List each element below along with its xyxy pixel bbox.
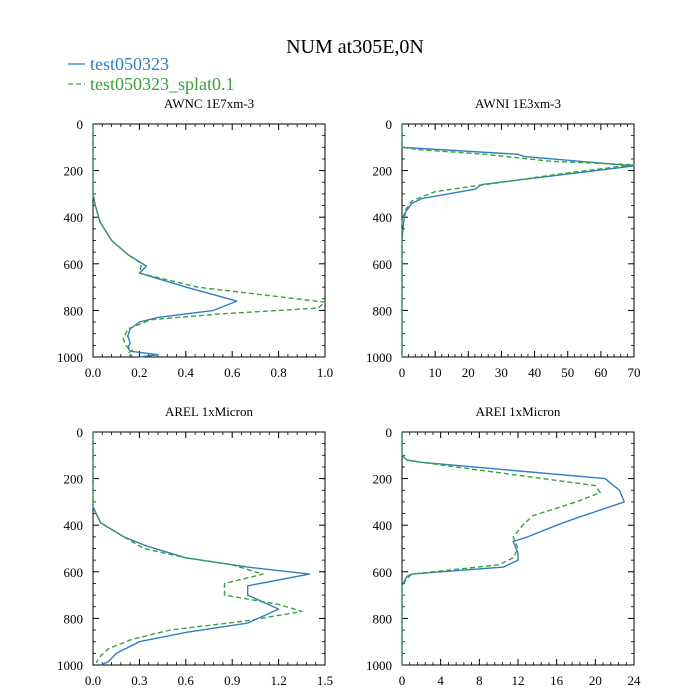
awnc-ytick-label: 200 <box>64 164 84 179</box>
awni-ytick-label: 400 <box>373 210 393 225</box>
awnc-xtick-label: 0.4 <box>178 365 195 380</box>
arel-ytick-label: 0 <box>77 425 84 440</box>
arel-xtick-label: 1.5 <box>317 673 333 688</box>
arei-ytick-label: 800 <box>373 611 393 626</box>
arel-xtick-label: 0.3 <box>131 673 147 688</box>
arei-xtick-label: 24 <box>628 673 642 688</box>
awnc-ytick-label: 800 <box>64 303 84 318</box>
awni-xtick-label: 20 <box>462 365 475 380</box>
panel-awni: AWNI 1E3xm-3 0 10 20 30 40 50 60 70 0 200 400 600 800… <box>366 96 641 380</box>
awnc-xtick-label: 0.8 <box>270 365 286 380</box>
arei-ytick-label: 0 <box>386 425 393 440</box>
arel-ytick-label: 1000 <box>57 658 83 673</box>
awni-ytick-label: 600 <box>373 257 393 272</box>
awnc-ytick-label: 0 <box>77 117 84 132</box>
arel-xtick-label: 1.2 <box>270 673 286 688</box>
legend-label-1: test050323_splat0.1 <box>90 74 235 94</box>
figure-title: NUM at305E,0N <box>286 36 424 58</box>
arei-xtick-label: 12 <box>512 673 525 688</box>
arei-title: AREI 1xMicron <box>476 404 561 419</box>
awnc-xtick-label: 1.0 <box>317 365 333 380</box>
arei-xtick-label: 4 <box>437 673 444 688</box>
awni-series-control <box>401 124 635 357</box>
awni-ytick-label: 1000 <box>366 350 392 365</box>
arel-xtick-label: 0.6 <box>178 673 195 688</box>
arei-ytick-label: 200 <box>373 472 393 487</box>
arel-xtick-label: 0.9 <box>224 673 240 688</box>
awni-series-splat <box>401 124 635 357</box>
awnc-ytick-label: 400 <box>64 210 84 225</box>
arei-ytick-label: 400 <box>373 518 393 533</box>
awnc-ytick-label: 1000 <box>57 350 83 365</box>
arel-xtick-label: 0.0 <box>85 673 101 688</box>
arei-frame <box>401 431 635 666</box>
awni-ytick-label: 0 <box>386 117 393 132</box>
awnc-ytick-label: 600 <box>64 257 84 272</box>
awni-xtick-label: 50 <box>561 365 574 380</box>
arel-ytick-label: 800 <box>64 611 84 626</box>
arei-ytick-label: 1000 <box>366 658 392 673</box>
awni-xtick-label: 60 <box>594 365 607 380</box>
awni-xtick-label: 0 <box>399 365 406 380</box>
legend: test050323 test050323_splat0.1 <box>68 54 235 94</box>
arei-xtick-label: 16 <box>550 673 564 688</box>
awni-xtick-label: 40 <box>528 365 541 380</box>
panel-arei: AREI 1xMicron 0 4 8 12 16 20 24 0 200 400 600 800 100… <box>366 404 641 688</box>
awni-xtick-label: 70 <box>628 365 641 380</box>
arei-xtick-label: 0 <box>399 673 406 688</box>
awnc-xtick-label: 0.2 <box>131 365 147 380</box>
awnc-xtick-label: 0.0 <box>85 365 101 380</box>
awni-title: AWNI 1E3xm-3 <box>475 96 561 111</box>
arei-series-splat <box>401 432 601 665</box>
arel-ytick-label: 400 <box>64 518 84 533</box>
awni-xtick-label: 10 <box>429 365 442 380</box>
awnc-frame <box>92 123 326 358</box>
legend-label-0: test050323 <box>90 54 169 74</box>
awnc-series-control <box>92 124 238 358</box>
awnc-series-splat <box>92 124 326 357</box>
awnc-title: AWNC 1E7xm-3 <box>164 96 254 111</box>
arel-title: AREL 1xMicron <box>165 404 253 419</box>
arel-frame <box>92 431 326 666</box>
arei-ytick-label: 600 <box>373 565 393 580</box>
panel-arel: AREL 1xMicron 0.0 0.3 0.6 0.9 1.2 1.5 0 200 400 60… <box>57 404 333 688</box>
awni-ytick-label: 200 <box>373 164 393 179</box>
arei-xtick-label: 8 <box>476 673 483 688</box>
arel-ytick-label: 200 <box>64 472 84 487</box>
arei-xtick-label: 20 <box>589 673 602 688</box>
awnc-xtick-label: 0.6 <box>224 365 241 380</box>
panel-awnc: AWNC 1E7xm-3 0.0 0.2 0.4 0.6 0.8 1.0 0 200 400 600… <box>57 96 333 380</box>
awni-xtick-label: 30 <box>495 365 508 380</box>
arel-series-control <box>92 432 311 666</box>
awni-ytick-label: 800 <box>373 303 393 318</box>
arei-series-control <box>401 432 625 665</box>
arel-ytick-label: 600 <box>64 565 84 580</box>
arel-series-splat <box>92 432 303 664</box>
awni-frame <box>401 123 635 358</box>
